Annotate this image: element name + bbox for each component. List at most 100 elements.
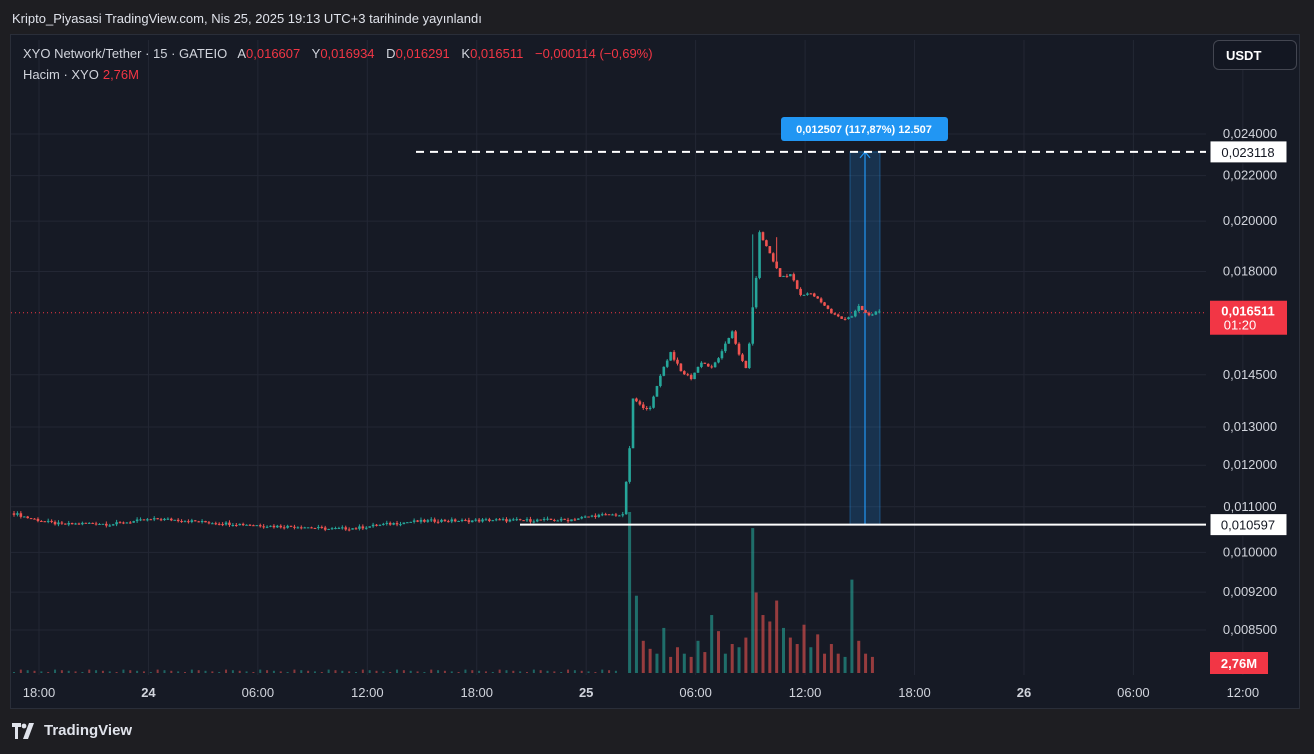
x-tick-label: 06:00 (242, 685, 275, 700)
candle-body (823, 302, 826, 306)
x-tick-label: 18:00 (23, 685, 56, 700)
volume-bar (491, 672, 494, 673)
volume-bar (532, 669, 535, 673)
candle-body (672, 352, 676, 360)
candle-body (505, 519, 508, 522)
x-tick-label: 25 (579, 685, 593, 700)
legend-close-value: 0,016511 (470, 46, 524, 61)
candle-body (621, 514, 625, 516)
volume-bar (648, 648, 652, 673)
candle-body (819, 298, 823, 303)
volume-bar (266, 670, 269, 673)
candle-body (217, 523, 221, 525)
candle-body (440, 519, 443, 522)
candle-body (313, 528, 317, 530)
candle-body (64, 523, 67, 525)
candle-body (724, 343, 727, 352)
candle-body (871, 314, 874, 316)
y-tick-label: 0,014500 (1223, 367, 1277, 382)
candle-body (317, 526, 320, 529)
volume-bar (505, 670, 508, 673)
candle-body (604, 514, 607, 516)
volume-bar (259, 669, 262, 673)
y-tick-label: 0,010000 (1223, 544, 1277, 559)
volume-bar (471, 670, 474, 673)
volume-bar (26, 670, 29, 673)
brand-name: TradingView (44, 722, 133, 739)
candle-body (491, 520, 495, 522)
chart-frame[interactable] (10, 34, 1300, 709)
volume-bar (204, 670, 207, 673)
candle-body (802, 294, 806, 296)
candle-body (87, 522, 91, 524)
volume-bar (409, 670, 412, 673)
grid-lines (11, 40, 1244, 675)
candle-body (231, 525, 235, 527)
candle-body (628, 448, 631, 482)
currency-button[interactable]: USDT (1213, 40, 1297, 70)
candle-body (453, 519, 457, 522)
candle-body (207, 522, 211, 524)
volume-bar (13, 672, 15, 673)
candle-body (22, 516, 26, 518)
volume-legend-value: 2,76M (102, 67, 139, 82)
volume-bar (546, 670, 549, 673)
legend-symbol[interactable]: XYO Network/Tether · 15 · GATEIO (23, 46, 228, 61)
candle-body (122, 522, 125, 524)
volume-bar (313, 671, 316, 673)
volume-bar (286, 672, 289, 673)
candle-body (836, 314, 840, 317)
candle-body (214, 523, 218, 525)
candle-body (235, 525, 238, 527)
volume-bar (836, 653, 840, 673)
candle-body (665, 360, 669, 367)
volume-bar (484, 671, 487, 673)
tradingview-brand[interactable]: TradingView (12, 722, 132, 739)
volume-bar (177, 671, 180, 673)
candle-body (488, 519, 491, 521)
candle-body (761, 232, 765, 241)
candle-body (443, 519, 447, 522)
volume-bar (211, 671, 214, 673)
candle-body (816, 296, 819, 299)
ohlc-legend: XYO Network/Tether · 15 · GATEIO A0,0166… (23, 46, 661, 61)
volume-bar (587, 671, 590, 673)
volume-bar (272, 670, 275, 673)
candle-body (789, 274, 792, 277)
candle-body (269, 525, 272, 527)
candle-body (416, 520, 419, 522)
candle-body (149, 519, 153, 521)
y-tick-label: 0,022000 (1223, 168, 1277, 183)
candle-body (840, 316, 843, 319)
candle-body (580, 517, 584, 519)
candle-body (501, 519, 505, 521)
candles (12, 230, 881, 532)
legend-low-key: D (386, 46, 396, 61)
candle-body (457, 520, 460, 522)
candle-body (419, 519, 423, 522)
candle-body (128, 522, 132, 524)
legend-change: −0,000114 (−0,69%) (534, 46, 653, 61)
candle-body (806, 293, 809, 295)
volume-bar (608, 670, 611, 673)
candle-body (532, 521, 536, 523)
candle-body (614, 514, 618, 516)
candle-body (635, 398, 638, 402)
candle-body (320, 526, 324, 528)
volume-bar (655, 653, 659, 673)
volume-bar (40, 671, 43, 673)
volume-legend-label[interactable]: Hacim · XYO (23, 67, 99, 82)
candle-body (341, 527, 344, 529)
candle-body (857, 306, 861, 311)
candle-body (706, 363, 710, 367)
volume-bar (723, 653, 727, 673)
last-price-label: 0,016511 (1221, 304, 1275, 319)
candle-body (662, 366, 666, 376)
volume-bar (870, 656, 874, 673)
candle-body (200, 520, 204, 523)
legend-high-value: 0,016934 (320, 46, 375, 61)
volume-bar (361, 669, 364, 673)
candle-body (412, 520, 416, 522)
candle-body (395, 523, 399, 525)
